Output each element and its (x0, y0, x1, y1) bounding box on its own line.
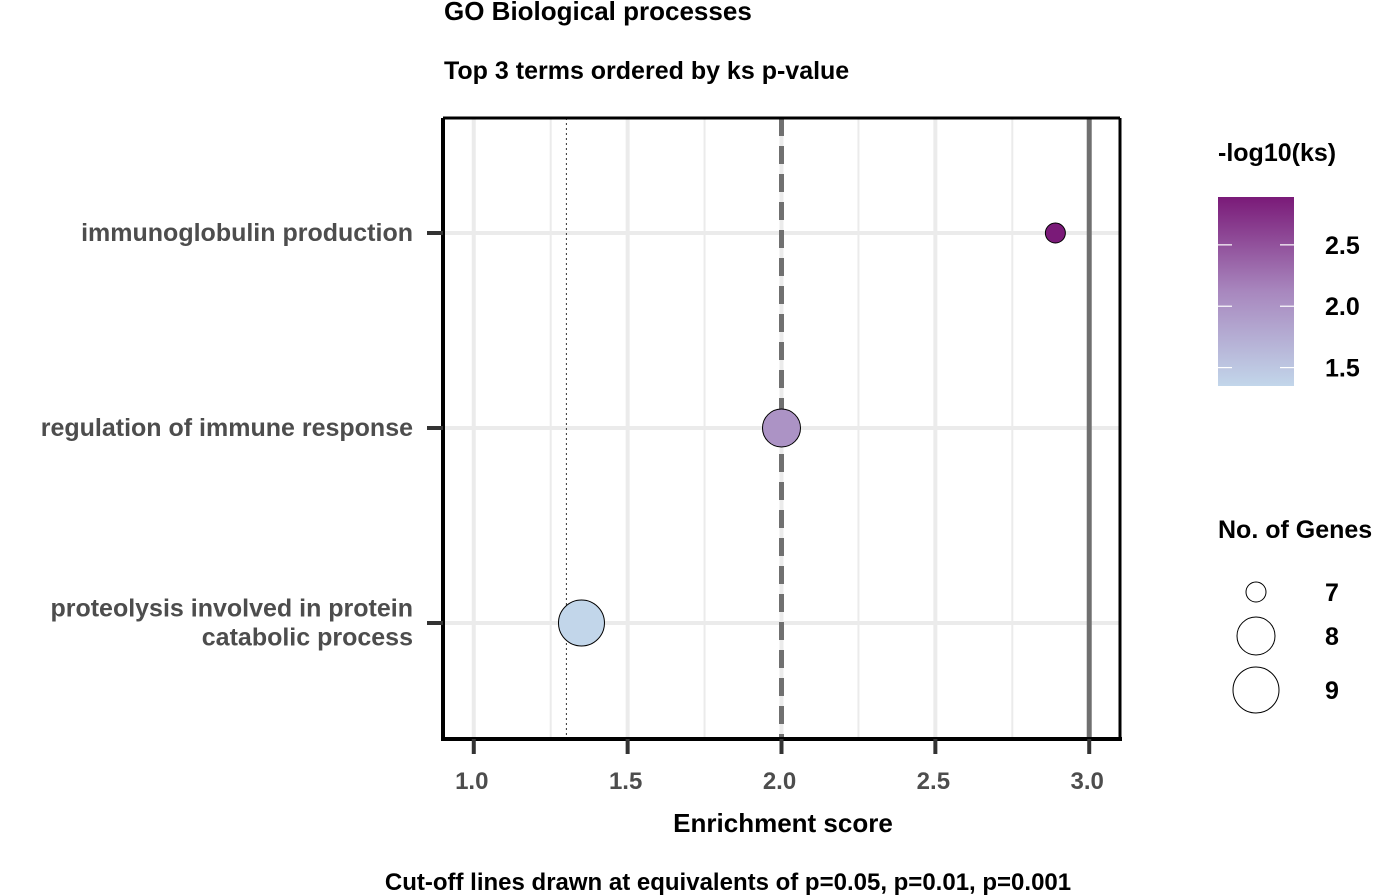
size-legend-key (1245, 581, 1267, 603)
y-tick-label: proteolysis involved in protein (50, 595, 413, 623)
color-legend-label: 2.0 (1325, 293, 1360, 321)
x-tick-label: 1.0 (455, 768, 488, 795)
size-legend: No. of Genes 7 8 9 (1218, 516, 1372, 714)
plot-panel (441, 116, 1122, 741)
size-legend-label: 9 (1325, 677, 1339, 705)
x-tick-label: 2.5 (917, 768, 950, 795)
color-legend-label: 1.5 (1325, 355, 1360, 383)
size-legend-label: 7 (1325, 579, 1339, 607)
data-point (557, 599, 605, 647)
y-tick-label: regulation of immune response (41, 414, 413, 442)
x-axis-title: Enrichment score (673, 808, 893, 838)
y-tick-label: catabolic process (202, 624, 413, 652)
size-legend-label: 8 (1325, 623, 1339, 651)
color-legend-title: -log10(ks) (1218, 139, 1336, 167)
data-point (762, 408, 801, 448)
y-tick-label: immunoglobulin production (81, 219, 413, 247)
data-point (1044, 222, 1066, 244)
chart-title: GO Biological processes (444, 0, 752, 26)
size-legend-key (1236, 616, 1276, 656)
color-bar (1218, 197, 1294, 386)
size-legend-key (1232, 666, 1280, 714)
y-axis: immunoglobulin production regulation of i… (41, 219, 443, 652)
x-tick-label: 1.5 (609, 768, 642, 795)
x-tick-label: 3.0 (1071, 768, 1104, 795)
color-legend-label: 2.5 (1325, 232, 1360, 260)
chart-caption: Cut-off lines drawn at equivalents of p=… (385, 869, 1071, 896)
x-axis: 1.0 1.5 2.0 2.5 3.0 (455, 739, 1104, 795)
x-tick-label: 2.0 (763, 768, 796, 795)
color-legend: -log10(ks) 1.5 2.0 2.5 (1218, 139, 1360, 386)
chart-subtitle: Top 3 terms ordered by ks p-value (444, 57, 849, 85)
size-legend-title: No. of Genes (1218, 516, 1372, 544)
